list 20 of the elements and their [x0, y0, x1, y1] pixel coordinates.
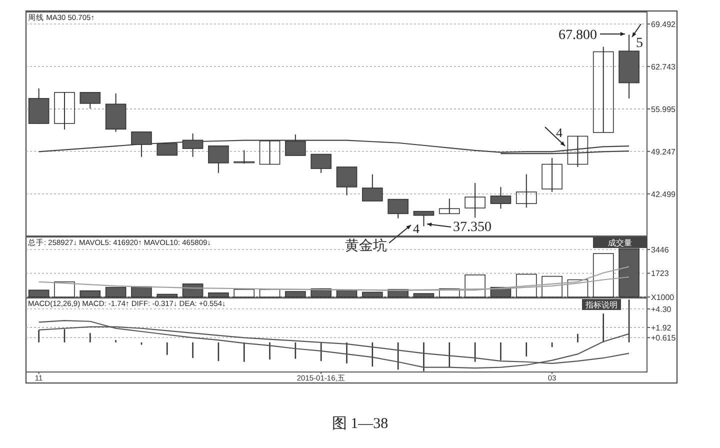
y-tick-label: X1000	[651, 293, 675, 302]
y-tick-label: 42.499	[651, 190, 676, 199]
annotation: 5	[636, 36, 643, 51]
y-tick-label: 3446	[651, 245, 670, 254]
y-tick-label: +1.92	[651, 323, 672, 332]
y-tick-label: +4.30	[651, 304, 672, 314]
annotation: 4	[413, 221, 420, 236]
annotation: 4	[556, 125, 563, 140]
y-tick-label: 69.492	[651, 20, 676, 30]
y-tick-label: 1723	[651, 269, 670, 278]
annotation: 67.800	[558, 28, 597, 43]
annotation: 37.350	[453, 220, 492, 235]
y-tick-label: 49.247	[651, 147, 676, 156]
y-tick-label: +0.615	[651, 334, 676, 343]
annotation: 黄金坑	[345, 238, 387, 254]
y-tick-label: 62.743	[651, 62, 676, 72]
annotation: 成交量	[608, 238, 632, 248]
y-tick-label: 55.995	[651, 104, 676, 114]
caption: 图 1—38	[332, 416, 388, 432]
annotation: 指标说明	[584, 300, 618, 310]
